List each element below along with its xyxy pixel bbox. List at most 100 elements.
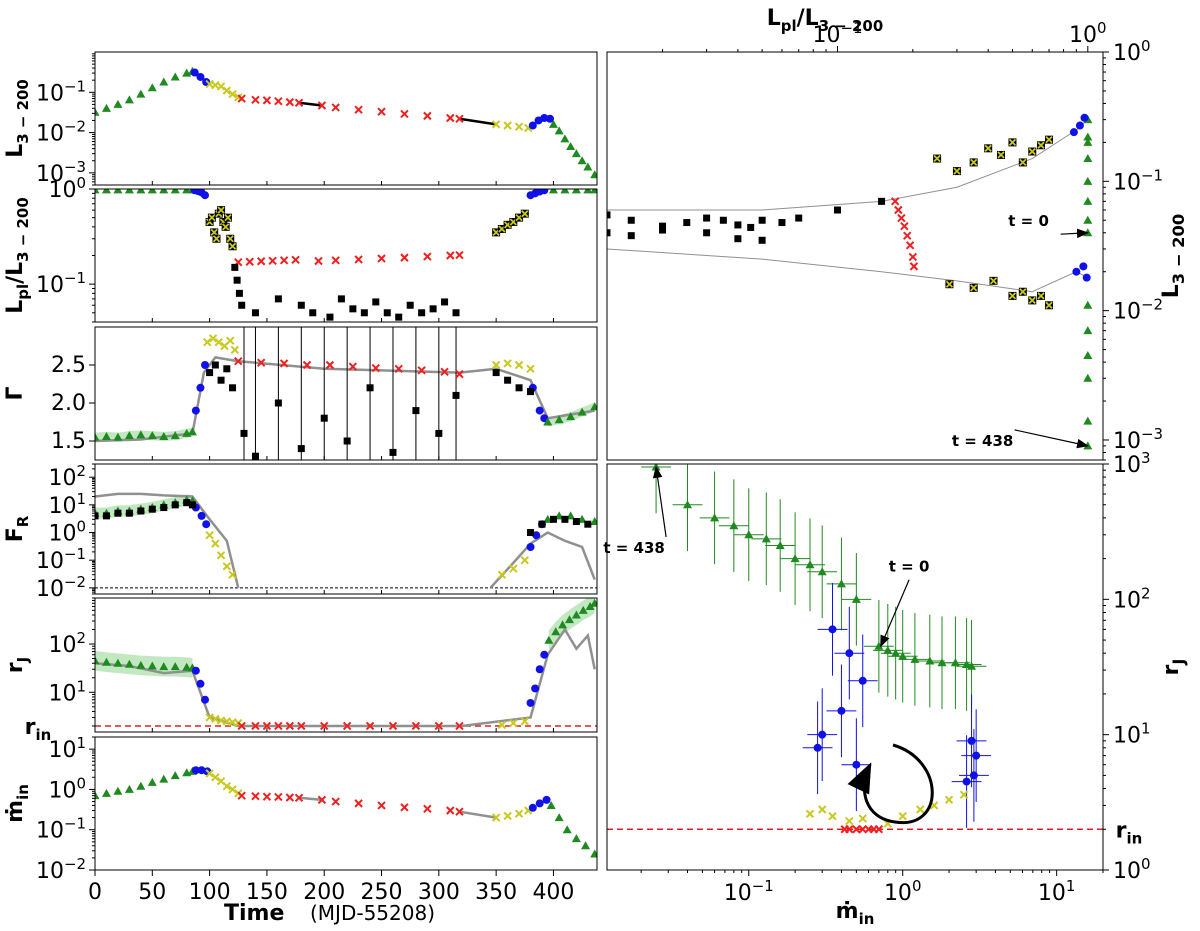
rin-label: rin bbox=[1116, 818, 1143, 847]
data-point-red bbox=[331, 256, 340, 265]
x-axis-label: Time bbox=[224, 901, 284, 926]
data-point-red bbox=[274, 792, 283, 802]
data-point-red bbox=[400, 253, 409, 262]
data-point-red bbox=[291, 255, 300, 265]
data-point-green bbox=[554, 126, 564, 135]
data-point-green bbox=[159, 774, 169, 783]
data-point-yellow bbox=[959, 790, 969, 799]
y-tick-label: 100 bbox=[48, 774, 86, 803]
data-point-red bbox=[455, 369, 464, 379]
data-point-green bbox=[590, 170, 597, 179]
data-point-blue bbox=[540, 650, 549, 659]
data-point-blue bbox=[837, 706, 846, 715]
axes-frame bbox=[606, 463, 1104, 871]
data-point-green bbox=[95, 656, 100, 665]
data-point-green bbox=[170, 662, 180, 671]
data-point-yellow bbox=[1008, 138, 1017, 147]
data-point-red bbox=[434, 721, 444, 731]
data-point-green bbox=[124, 659, 134, 668]
y-axis-label: ṁin bbox=[3, 784, 32, 823]
y-tick-label: 2.5 bbox=[51, 353, 86, 378]
data-point-yellow bbox=[944, 795, 954, 805]
data-point-blue bbox=[191, 406, 200, 415]
data-point-red bbox=[890, 197, 900, 206]
data-point-red bbox=[377, 254, 386, 263]
series-line-1 bbox=[607, 248, 1089, 293]
data-point-green bbox=[136, 89, 146, 98]
data-point-red bbox=[285, 793, 295, 802]
data-point-green bbox=[95, 107, 100, 116]
data-point-green bbox=[113, 99, 123, 108]
data-point-black bbox=[233, 276, 241, 284]
data-point-black bbox=[274, 295, 282, 303]
model-band bbox=[95, 650, 193, 678]
data-point-black bbox=[125, 509, 133, 517]
data-point-blue bbox=[1069, 128, 1078, 137]
y-axis-label: rJ bbox=[3, 657, 32, 673]
data-point-blue bbox=[201, 361, 210, 369]
data-point-green bbox=[101, 103, 111, 112]
data-point-yellow bbox=[211, 773, 220, 782]
data-point-green bbox=[124, 95, 134, 104]
data-point-black bbox=[561, 515, 569, 523]
y-axis-label: FR bbox=[3, 515, 32, 542]
plot-area bbox=[607, 464, 1103, 834]
y-axis-label: rJ bbox=[1159, 659, 1188, 676]
data-point-green bbox=[1083, 132, 1093, 141]
data-point-green bbox=[1083, 137, 1093, 146]
data-point-yellow bbox=[216, 82, 226, 91]
data-point-blue bbox=[191, 766, 200, 775]
data-point-black bbox=[719, 216, 727, 224]
data-point-red bbox=[455, 250, 464, 260]
data-point-yellow bbox=[858, 814, 867, 823]
y-tick-label: 101 bbox=[48, 677, 86, 706]
data-point-black bbox=[758, 216, 766, 224]
data-point-yellow bbox=[1008, 291, 1017, 300]
data-point-green bbox=[962, 659, 972, 668]
x-tick-label: 100 bbox=[189, 880, 231, 905]
data-point-red bbox=[285, 721, 295, 731]
data-point-red bbox=[274, 721, 283, 731]
panel-accretion-rate-time: 101 100 10−1 10−20 50 100 150 200 250 300 350 400 ṁi… bbox=[3, 734, 598, 926]
data-point-yellow bbox=[1028, 147, 1037, 156]
series-line-1 bbox=[459, 117, 497, 126]
x-axis-label: ṁin bbox=[836, 899, 875, 928]
data-point-yellow bbox=[514, 809, 524, 818]
data-point-blue bbox=[962, 777, 971, 786]
x-tick-label: 100 bbox=[884, 877, 922, 906]
data-point-blue bbox=[969, 771, 978, 780]
data-point-red bbox=[251, 95, 260, 105]
data-point-yellow bbox=[228, 785, 237, 794]
y-axis-label: Lpl/L3 − 200 bbox=[3, 197, 32, 314]
data-point-black bbox=[418, 309, 426, 317]
y-tick-label: 102 bbox=[48, 629, 86, 658]
annotation-arrow bbox=[1014, 429, 1089, 449]
data-point-green bbox=[170, 72, 180, 81]
data-point-yellow bbox=[203, 337, 212, 347]
data-point-red bbox=[894, 205, 903, 215]
data-point-yellow bbox=[1018, 287, 1027, 296]
series-line-1 bbox=[459, 810, 497, 819]
data-point-red bbox=[354, 799, 363, 808]
data-point-green bbox=[761, 534, 771, 543]
data-point-yellow bbox=[520, 209, 529, 218]
data-point-green bbox=[95, 432, 100, 441]
data-point-blue bbox=[196, 679, 205, 688]
data-point-yellow bbox=[509, 718, 518, 728]
data-point-blue bbox=[535, 406, 544, 415]
data-point-green bbox=[1083, 215, 1093, 224]
data-point-green bbox=[187, 427, 197, 436]
data-point-blue bbox=[528, 121, 537, 130]
data-point-green bbox=[136, 781, 146, 790]
data-point-black bbox=[504, 376, 512, 384]
y-tick-label: 102 bbox=[48, 462, 86, 491]
data-point-black bbox=[607, 229, 611, 237]
data-point-yellow bbox=[945, 280, 954, 289]
y-tick-label: 101 bbox=[48, 734, 86, 763]
panel-photon-index-time: 2.5 2.0 1.5 Γ bbox=[3, 326, 598, 461]
data-point-red bbox=[320, 721, 329, 731]
data-point-green bbox=[113, 658, 123, 667]
data-point-black bbox=[538, 520, 546, 528]
data-point-red bbox=[325, 360, 335, 370]
